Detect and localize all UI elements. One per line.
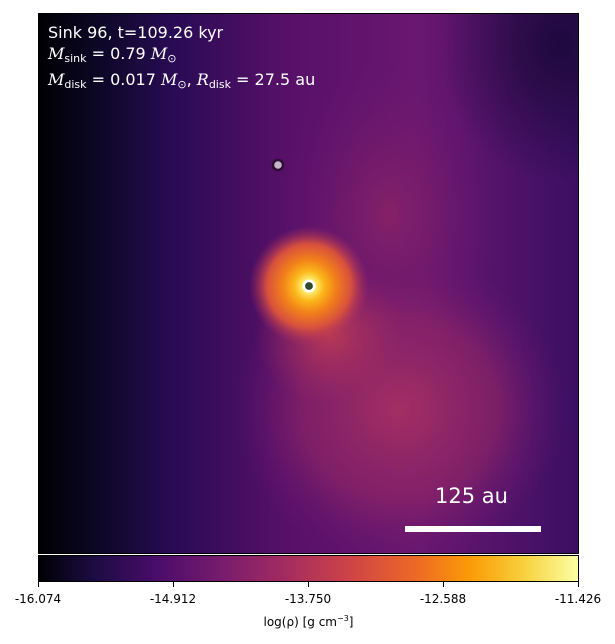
rdisk-symbol: R xyxy=(196,70,209,89)
colorbar-label-main: log(ρ) [g cm xyxy=(263,615,338,629)
mdisk-unit: M xyxy=(161,70,178,89)
colorbar-label-exponent: −3 xyxy=(337,614,349,623)
scale-bar xyxy=(405,526,541,532)
colorbar-tick xyxy=(443,582,444,587)
colorbar-tick-label: -13.750 xyxy=(284,592,332,606)
colorbar-tick xyxy=(38,582,39,587)
secondary-sink-marker xyxy=(271,158,285,172)
msink-unit-subscript: ⊙ xyxy=(167,52,177,65)
density-map-panel: Sink 96, t=109.26 kyr Msink = 0.79 M⊙ Md… xyxy=(38,13,579,554)
msink-symbol: M xyxy=(48,44,65,63)
colorbar-tick xyxy=(173,582,174,587)
disk-line: Mdisk = 0.017 M⊙, Rdisk = 27.5 au xyxy=(48,69,315,95)
low-density-region xyxy=(39,14,209,553)
scale-bar-label: 125 au xyxy=(435,484,508,508)
msink-value: = 0.79 xyxy=(86,44,151,63)
colorbar-tick-label: -14.912 xyxy=(149,592,197,606)
mdisk-value: = 0.017 xyxy=(86,70,161,89)
density-map xyxy=(39,14,578,553)
colorbar-tick-label: -11.426 xyxy=(554,592,602,606)
colorbar-label: log(ρ) [g cm−3] xyxy=(38,614,579,629)
rdisk-value: = 27.5 au xyxy=(230,70,316,89)
primary-sink-marker xyxy=(302,279,316,293)
colorbar-label-end: ] xyxy=(348,615,354,629)
colorbar-tick xyxy=(308,582,309,587)
mdisk-subscript: disk xyxy=(64,78,87,91)
msink-unit: M xyxy=(150,44,168,63)
msink-subscript: sink xyxy=(64,52,87,65)
rdisk-subscript: disk xyxy=(208,78,231,91)
colorbar-tick-label: -16.074 xyxy=(14,592,62,606)
mdisk-symbol: M xyxy=(48,70,65,89)
colorbar xyxy=(38,555,579,582)
sink-mass-line: Msink = 0.79 M⊙ xyxy=(48,43,315,69)
sink-time-line: Sink 96, t=109.26 kyr xyxy=(48,23,224,42)
colorbar-tick xyxy=(578,582,579,587)
rdisk-separator: , xyxy=(186,70,197,89)
info-text: Sink 96, t=109.26 kyr Msink = 0.79 M⊙ Md… xyxy=(48,22,315,95)
colorbar-tick-label: -12.588 xyxy=(419,592,467,606)
mdisk-unit-subscript: ⊙ xyxy=(177,78,187,91)
